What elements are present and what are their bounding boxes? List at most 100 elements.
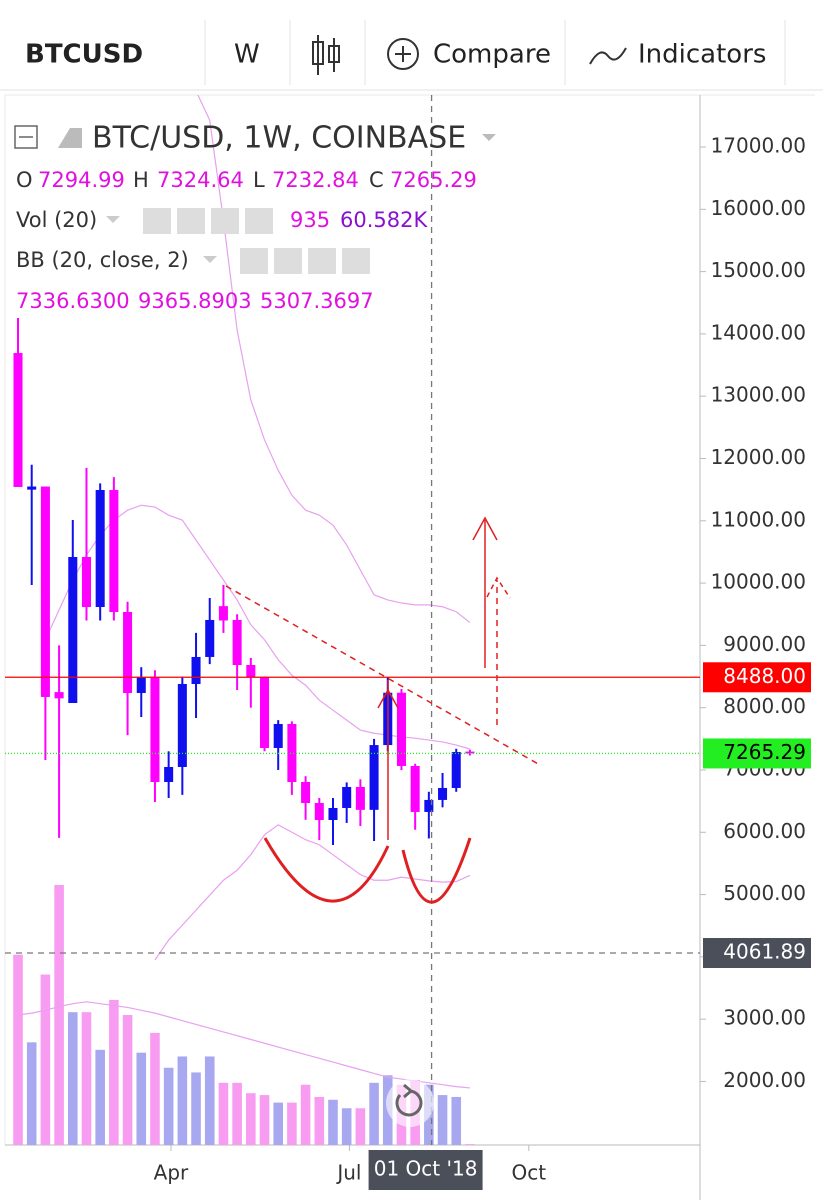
candle-body: [13, 353, 23, 487]
ohlc-label: L: [253, 168, 265, 192]
volume-bar: [369, 1082, 379, 1145]
compare-icon[interactable]: [387, 38, 419, 70]
volume-value: 935: [290, 208, 330, 232]
volume-bar: [26, 1042, 37, 1145]
volume-bar: [40, 974, 51, 1145]
candle-body: [369, 745, 379, 810]
ohlc-label: O: [16, 168, 33, 192]
replay-button[interactable]: [386, 1079, 434, 1127]
volume-bar: [95, 1049, 105, 1145]
volume-bar: [451, 1096, 462, 1145]
candle-body: [81, 556, 92, 608]
volume-bar: [163, 1067, 174, 1145]
pattern-curve: [401, 837, 472, 904]
candle-body: [342, 786, 352, 808]
volume-bar: [150, 1032, 160, 1145]
arrow-head: [472, 516, 498, 541]
volume-bar: [259, 1095, 270, 1145]
volume-bar: [122, 1015, 133, 1145]
crosshair-x-box: [368, 1150, 483, 1190]
toolbar: BTCUSD W Compare Indicators: [0, 0, 823, 91]
candle-body: [218, 606, 228, 621]
candle-body: [259, 677, 270, 748]
toolbar-bg: [0, 0, 823, 90]
candle-body: [136, 677, 146, 693]
volume-bar: [109, 999, 119, 1145]
volume-bar: [191, 1072, 201, 1145]
volume-bar: [136, 1052, 147, 1145]
symbol[interactable]: BTCUSD: [25, 40, 143, 70]
price-label: 7265.29: [723, 740, 806, 764]
candle-body: [451, 751, 461, 788]
candle-body: [123, 611, 133, 693]
ohlc-label: C: [369, 168, 384, 192]
volume-bar: [218, 1082, 229, 1145]
bb-value: 9365.8903: [138, 289, 252, 313]
candle-body: [95, 490, 105, 608]
ohlc-value: 7265.29: [390, 168, 477, 192]
drawings: [225, 516, 541, 904]
candle-body: [355, 786, 365, 810]
y-tick-label: 3000.00: [723, 1006, 806, 1030]
dropdown-icon[interactable]: [106, 216, 120, 223]
volume-bar: [246, 1093, 256, 1145]
collapse-icon[interactable]: [14, 125, 38, 149]
volume-bar: [13, 954, 23, 1145]
volume-bar: [67, 1012, 78, 1145]
x-tick-label: Oct: [512, 1161, 547, 1185]
pattern-curve: [263, 837, 390, 903]
candle-body: [205, 619, 215, 657]
volume-bar: [314, 1096, 325, 1145]
y-tick-label: 8000.00: [723, 694, 806, 718]
compare-button[interactable]: Compare: [433, 40, 551, 70]
volume-bar: [232, 1082, 242, 1145]
y-tick-label: 14000.00: [711, 320, 806, 344]
dropdown-icon[interactable]: [203, 256, 217, 263]
candle-body: [232, 619, 242, 666]
indicator-controls[interactable]: [143, 208, 370, 274]
candle-body: [465, 751, 475, 754]
x-tick-label: Apr: [154, 1161, 189, 1185]
volume-bar: [328, 1099, 338, 1145]
symbol-icon: [58, 128, 82, 148]
candle-body: [328, 807, 338, 821]
volume-bar: [204, 1056, 215, 1145]
ohlc-label: H: [133, 168, 149, 192]
y-tick-label: 5000.00: [723, 881, 806, 905]
volume-bar: [341, 1108, 352, 1145]
dropdown-icon[interactable]: [482, 134, 496, 141]
interval[interactable]: W: [234, 40, 260, 70]
candle-body: [150, 677, 160, 783]
bb-line: [154, 824, 471, 961]
axes: 17000.00 16000.00 15000.00 14000.00 13000.00…: [154, 134, 811, 1190]
indicators-icon[interactable]: [589, 47, 627, 65]
candle-body: [396, 692, 406, 766]
y-tick-label: 2000.00: [723, 1068, 806, 1092]
volume-bar: [273, 1102, 283, 1145]
arrow-head: [486, 576, 511, 599]
crosshair-y-box: [703, 938, 811, 969]
candle-body: [273, 724, 283, 748]
volume-bar: [300, 1084, 311, 1145]
trend-line: [225, 585, 541, 766]
crosshair-x-label: 01 Oct '18: [374, 1157, 478, 1181]
crosshair-y-label: 4061.89: [723, 940, 806, 964]
candle-body: [54, 692, 64, 699]
indicator-title: Vol (20): [16, 208, 97, 232]
candle-body: [177, 684, 187, 767]
y-tick-label: 15000.00: [711, 258, 806, 282]
candle-body: [410, 765, 420, 812]
x-tick-label: Jul: [335, 1161, 361, 1185]
indicators-button[interactable]: Indicators: [638, 40, 766, 70]
price-label: 8488.00: [723, 664, 806, 688]
chart-style-button[interactable]: [312, 35, 340, 75]
volume-bar: [54, 885, 64, 1145]
y-tick-label: 12000.00: [711, 445, 806, 469]
candle-body: [287, 724, 297, 783]
volume-bar: [437, 1095, 448, 1145]
arrow-head: [377, 688, 399, 709]
volume-bar: [287, 1102, 297, 1145]
volume-bar: [355, 1108, 366, 1145]
candle-body: [27, 486, 37, 490]
